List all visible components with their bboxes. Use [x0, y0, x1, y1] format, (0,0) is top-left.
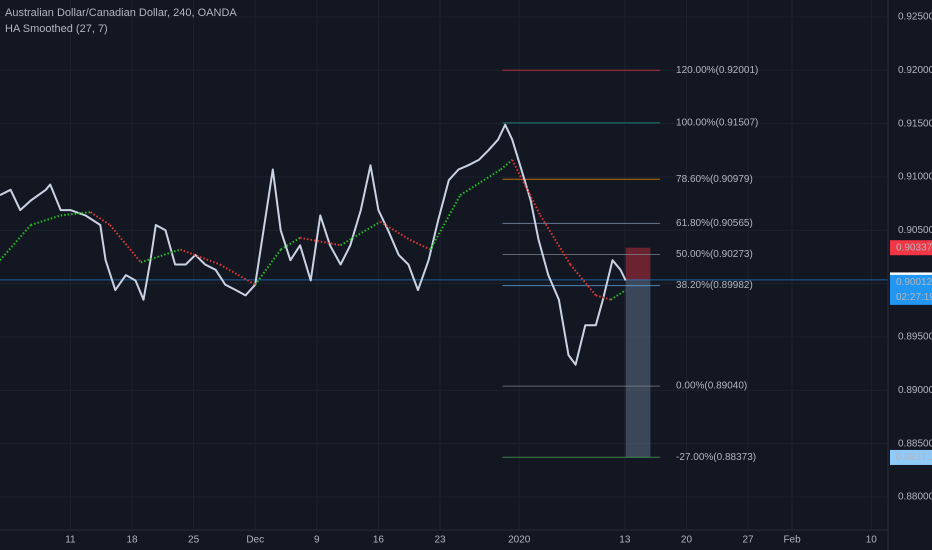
x-tick-label: 9 [314, 535, 320, 546]
price-tag [890, 274, 932, 305]
price-tag-label: 0.88371 [896, 452, 932, 463]
ha-smoothed-segment [254, 248, 282, 286]
x-tick-label: 11 [65, 535, 76, 546]
fib-level-label: 61.80%(0.90565) [676, 218, 753, 229]
x-tick-label: 10 [866, 535, 878, 546]
ha-smoothed-segment [60, 211, 91, 217]
indicator-label: HA Smoothed (27, 7) [5, 23, 108, 35]
fib-level-label: -27.00%(0.88373) [676, 452, 756, 463]
y-tick-label: 0.89500 [898, 332, 932, 343]
x-tick-label: Dec [246, 535, 264, 546]
ha-smoothed-segment [0, 224, 32, 261]
x-tick-label: 2020 [508, 535, 531, 546]
price-line [0, 123, 627, 366]
ha-smoothed-segment [459, 168, 502, 196]
fib-level-label: 78.60%(0.90979) [676, 174, 753, 185]
fib-level-label: 120.00%(0.92001) [676, 65, 758, 76]
ha-smoothed-segment [595, 294, 612, 301]
price-tag-label: 0.90012 [896, 277, 932, 288]
fib-level-label: 0.00%(0.89040) [676, 381, 747, 392]
position-risk [625, 247, 651, 280]
price-tag [890, 240, 932, 256]
ha-smoothed-segment [180, 248, 221, 266]
ha-smoothed-segment [409, 239, 431, 251]
ha-smoothed-segment [539, 214, 572, 265]
position-reward [625, 279, 651, 458]
ha-smoothed-segment [500, 159, 513, 171]
price-tag-label: 0.90337 [896, 242, 932, 253]
y-tick-label: 0.88000 [898, 492, 932, 503]
x-tick-label: 23 [434, 535, 446, 546]
ha-smoothed-segment [379, 220, 411, 241]
y-tick-label: 0.91500 [898, 118, 932, 129]
x-tick-label: Feb [783, 535, 801, 546]
y-tick-label: 0.90500 [898, 225, 932, 236]
chart-title: Australian Dollar/Canadian Dollar, 240, … [5, 7, 237, 19]
ha-smoothed-segment [90, 211, 111, 226]
ha-smoothed-segment [340, 220, 381, 247]
y-tick-label: 0.89000 [898, 385, 932, 396]
y-tick-label: 0.92500 [898, 12, 932, 23]
fib-level-label: 38.20%(0.89982) [676, 280, 753, 291]
x-tick-label: 13 [619, 535, 631, 546]
x-tick-label: 25 [188, 535, 200, 546]
fib-level-label: 100.00%(0.91507) [676, 118, 758, 129]
ha-smoothed-segment [610, 289, 627, 301]
x-tick-label: 18 [126, 535, 138, 546]
x-tick-label: 20 [681, 535, 693, 546]
y-tick-label: 0.92000 [898, 65, 932, 76]
fib-level-label: 50.00%(0.90273) [676, 249, 753, 260]
y-tick-label: 0.91000 [898, 172, 932, 183]
x-tick-label: 27 [743, 535, 755, 546]
price-tag [890, 449, 932, 465]
ha-smoothed-segment [280, 236, 301, 251]
x-tick-label: 16 [373, 535, 385, 546]
ha-smoothed-segment [109, 224, 142, 263]
countdown-label: 02:27:19 [896, 292, 932, 303]
y-tick-label: 0.88500 [898, 438, 932, 449]
